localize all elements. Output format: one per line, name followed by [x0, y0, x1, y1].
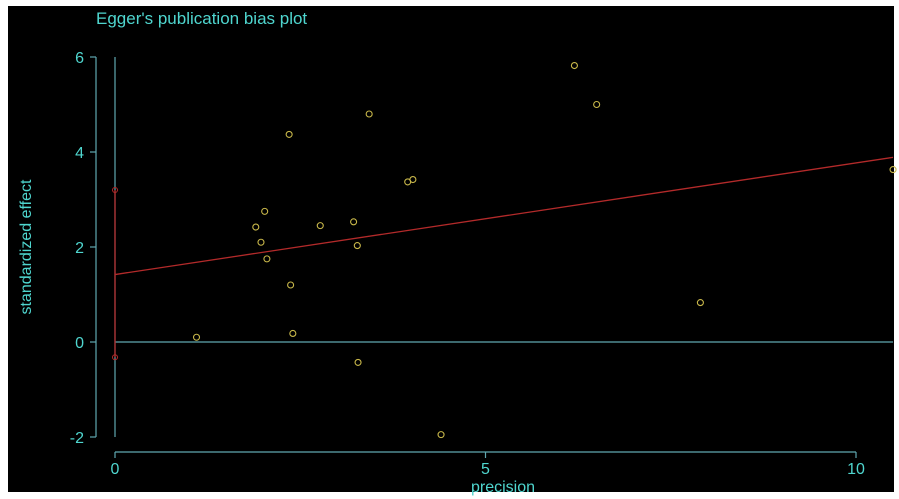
data-point-15 — [409, 176, 417, 184]
x-tick-label-10: 10 — [847, 461, 865, 478]
data-points — [192, 62, 897, 439]
data-point-3 — [257, 238, 265, 246]
regression-line — [114, 156, 894, 276]
data-point-2 — [252, 223, 260, 231]
data-point-16 — [437, 431, 445, 439]
plot-lines — [112, 57, 894, 437]
data-point-7 — [287, 281, 295, 289]
data-point-18 — [593, 100, 601, 109]
x-tick-label-5: 5 — [481, 461, 490, 478]
y-tick-label-6: 6 — [75, 50, 84, 67]
data-point-8 — [289, 329, 297, 338]
data-point-5 — [263, 255, 271, 263]
y-tick-label-2: 2 — [75, 240, 84, 257]
plot-background — [8, 6, 894, 492]
data-point-20 — [889, 166, 897, 174]
data-point-13 — [365, 110, 373, 118]
intercept-ci-lower-marker — [112, 354, 118, 361]
axes: -2 0 2 4 6 0 5 10 — [70, 50, 865, 478]
y-tick-label-4: 4 — [75, 145, 84, 162]
y-tick-label--2: -2 — [70, 430, 84, 447]
data-point-1 — [192, 333, 201, 341]
x-axis-label: precision — [471, 479, 535, 496]
y-tick-label-0: 0 — [75, 335, 84, 352]
data-point-4 — [261, 207, 269, 215]
data-point-9 — [316, 222, 324, 230]
y-axis-label: standardized effect — [18, 179, 35, 314]
data-point-11 — [353, 242, 361, 250]
intercept-ci-upper-marker — [112, 187, 118, 193]
data-point-17 — [570, 62, 578, 70]
data-point-10 — [350, 218, 358, 226]
data-point-12 — [354, 358, 362, 366]
x-tick-label-0: 0 — [111, 461, 120, 478]
chart-title: Egger's publication bias plot — [96, 9, 308, 28]
data-point-6 — [285, 130, 293, 138]
data-point-19 — [696, 299, 704, 307]
